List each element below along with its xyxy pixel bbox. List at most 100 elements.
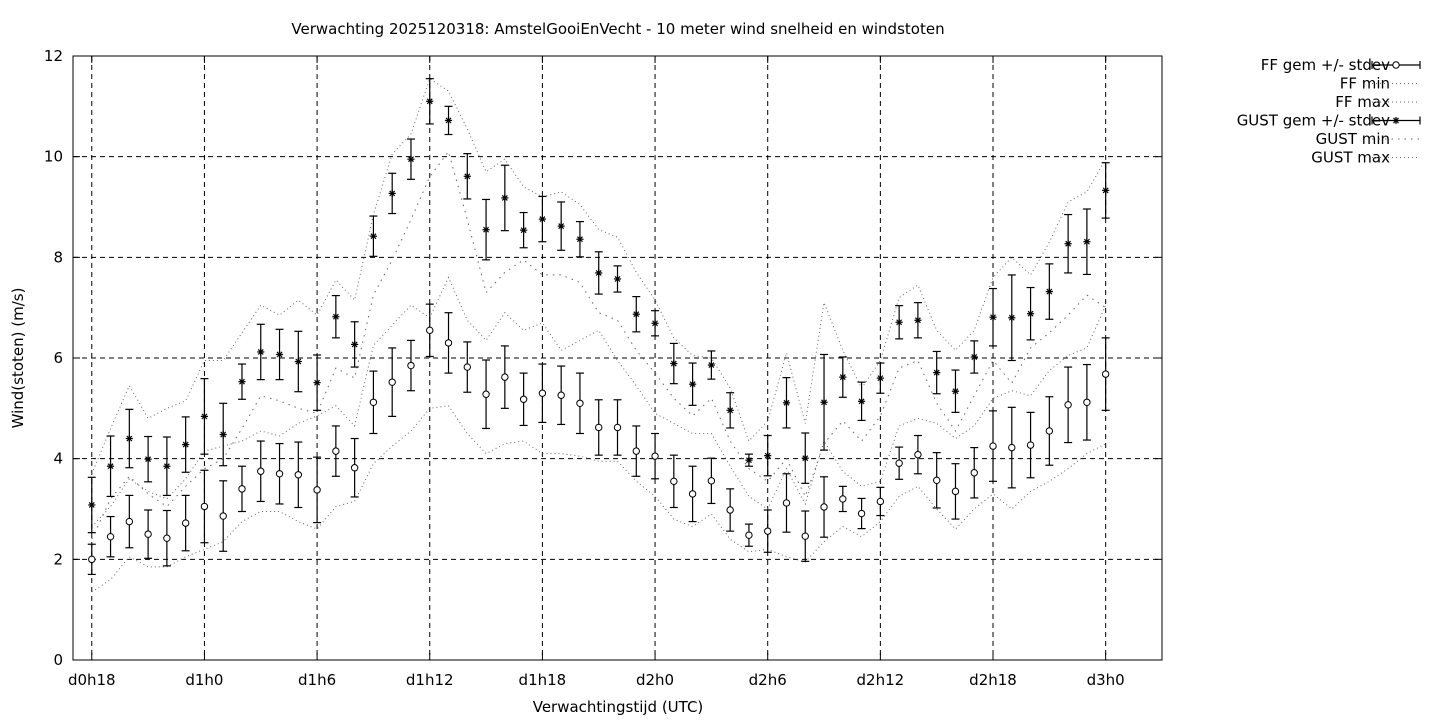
ff-point <box>726 506 734 514</box>
gust-point <box>557 222 565 230</box>
ff-point <box>257 467 265 475</box>
ff-point <box>576 399 584 407</box>
ff-point <box>294 471 303 479</box>
legend-label: FF gem +/- stdev <box>1261 56 1390 74</box>
error-bars <box>87 78 1110 576</box>
legend-label: GUST gem +/- stdev <box>1237 112 1390 130</box>
ff-point <box>219 512 227 520</box>
ff-point <box>970 469 978 477</box>
ff-point <box>595 423 603 432</box>
gust-point <box>313 379 321 387</box>
legend-label: GUST max <box>1311 149 1390 167</box>
y-tick-label: 0 <box>53 651 63 669</box>
ff-point <box>407 361 415 370</box>
y-axis-label: Wind(stoten) (m/s) <box>9 288 27 429</box>
min-max-lines <box>91 77 1107 593</box>
ff-point <box>501 373 509 381</box>
gust-point <box>1102 186 1110 194</box>
gust-point <box>989 313 997 321</box>
x-tick-label: d3h0 <box>1087 671 1125 689</box>
gust-min-line <box>91 150 1106 540</box>
x-axis-ticks: d0h18 d1h0 d1h6 d1h12 d1h18 d2h0 d2h6 d2h12 d2h1… <box>68 56 1125 689</box>
gust-point <box>388 189 396 198</box>
gust-point <box>651 319 659 327</box>
gust-point <box>219 430 227 439</box>
gust-point <box>426 97 434 105</box>
ff-point <box>1008 443 1016 452</box>
gust-point <box>463 172 471 180</box>
ff-point <box>519 395 528 403</box>
x-tick-label: d1h6 <box>298 671 336 689</box>
ff-point <box>125 517 134 526</box>
ff-point <box>745 531 753 539</box>
gust-point <box>238 378 246 386</box>
gust-point <box>1026 310 1035 318</box>
gust-point <box>275 350 284 359</box>
x-tick-label: d2h6 <box>749 671 787 689</box>
ff-point <box>764 527 772 535</box>
x-tick-label: d1h18 <box>519 671 567 689</box>
gust-point <box>257 348 265 356</box>
gust-point <box>501 194 509 202</box>
ff-point <box>914 450 922 459</box>
gust-point <box>1045 287 1053 296</box>
y-tick-label: 6 <box>53 349 63 367</box>
ff-point <box>200 502 209 511</box>
x-tick-label: d2h12 <box>857 671 905 689</box>
x-tick-label: d1h0 <box>185 671 223 689</box>
ff-point <box>144 530 152 538</box>
ff-point <box>88 555 96 564</box>
ff-point <box>951 487 960 496</box>
ff-point <box>557 391 565 399</box>
gust-point <box>88 501 96 509</box>
gust-point <box>1064 240 1072 248</box>
y-tick-label: 2 <box>53 550 63 568</box>
ff-point <box>181 519 190 527</box>
gust-point <box>444 116 453 125</box>
gust-point <box>200 412 209 420</box>
grid-layer <box>73 56 1162 660</box>
gust-point <box>351 340 359 349</box>
ff-point <box>163 534 171 542</box>
ff-point <box>895 459 903 467</box>
legend-label: FF min <box>1340 75 1390 93</box>
ff-point <box>932 476 941 485</box>
x-axis-label: Verwachtingstijd (UTC) <box>533 698 704 716</box>
gust-point <box>369 232 378 240</box>
ff-point <box>538 389 547 397</box>
legend-label: GUST min <box>1316 130 1390 148</box>
legend-swatch-marker <box>1392 116 1400 125</box>
gust-point <box>482 226 490 234</box>
gust-point <box>670 359 678 368</box>
ff-point <box>313 486 321 494</box>
gust-point <box>163 462 171 470</box>
ff-point <box>989 442 997 450</box>
ff-point <box>670 477 678 486</box>
ff-point <box>1045 427 1054 435</box>
ff-point <box>632 447 640 455</box>
gust-point <box>595 269 603 277</box>
ff-point <box>444 339 453 347</box>
gust-point <box>144 455 152 463</box>
ff-point <box>820 503 828 511</box>
ff-point <box>839 495 847 503</box>
gust-point <box>632 310 640 318</box>
gust-point <box>857 397 866 405</box>
y-tick-label: 10 <box>44 148 63 166</box>
x-tick-label: d2h18 <box>969 671 1017 689</box>
gust-point <box>726 406 734 414</box>
gust-point <box>707 361 715 369</box>
gust-point <box>125 434 133 443</box>
gust-point <box>839 373 847 381</box>
ff-point <box>1026 441 1035 449</box>
y-tick-label: 4 <box>53 450 63 468</box>
x-tick-label: d2h0 <box>636 671 674 689</box>
ff-point <box>1101 370 1110 378</box>
gust-point <box>613 275 622 283</box>
gust-point <box>801 454 809 462</box>
y-tick-label: 8 <box>53 248 63 266</box>
ff-point <box>801 532 809 540</box>
ff-point <box>275 470 284 478</box>
